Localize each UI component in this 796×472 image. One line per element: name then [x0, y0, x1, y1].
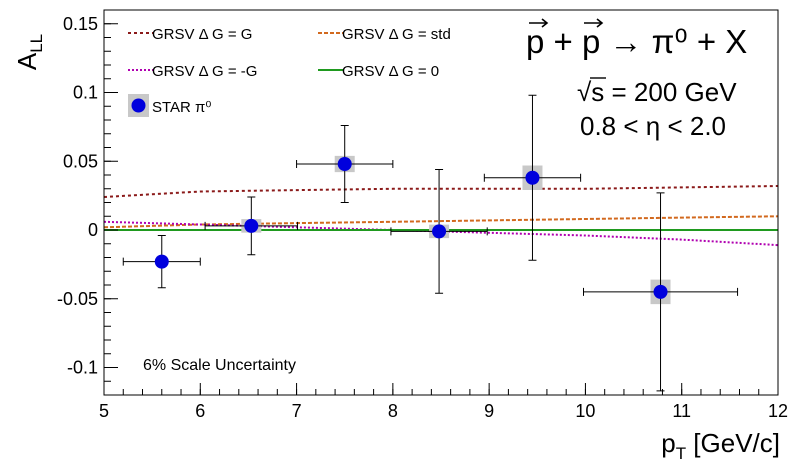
- legend-label-dg-minus-g: GRSV Δ G = -G: [152, 63, 257, 80]
- y-tick-label: 0.15: [63, 14, 98, 34]
- theory-curve-1: [103, 185, 779, 198]
- y-tick-label: 0.1: [73, 83, 98, 103]
- x-tick-label: 12: [768, 401, 788, 421]
- data-point-3: [432, 224, 447, 239]
- data-point-4: [525, 170, 540, 185]
- y-axis-label: ALL: [12, 34, 46, 70]
- reaction-arrows: [529, 18, 604, 28]
- data-point-5: [653, 284, 668, 299]
- y-tick-label: 0.05: [63, 151, 98, 171]
- x-tick-label: 11: [672, 401, 691, 421]
- y-tick-label: 0: [88, 220, 98, 240]
- data-point-2: [337, 157, 352, 171]
- legend-label-dg-g: GRSV Δ G = G: [152, 26, 252, 43]
- x-tick-label: 7: [292, 401, 302, 421]
- x-tick-label: 6: [195, 401, 205, 421]
- scale-uncertainty-note: 6% Scale Uncertainty: [143, 357, 296, 374]
- x-axis-label: pT [GeV/c]: [661, 428, 780, 463]
- x-tick-label: 10: [575, 401, 595, 421]
- theory-curve-2: [103, 215, 779, 229]
- y-tick-label: -0.1: [67, 358, 98, 378]
- data-point-1: [244, 218, 259, 233]
- x-tick-label: 9: [484, 401, 494, 421]
- eta-range-label: 0.8 < η < 2.0: [580, 111, 726, 141]
- legend-label-star: STAR π⁰: [152, 99, 211, 116]
- legend: GRSV Δ G = G GRSV Δ G = std GRSV Δ G = -…: [128, 26, 451, 117]
- y-tick-label: -0.05: [57, 289, 98, 309]
- legend-label-dg-zero: GRSV Δ G = 0: [342, 63, 439, 80]
- x-tick-label: 5: [99, 401, 109, 421]
- data-point-0: [154, 254, 169, 269]
- reaction-label: p + p → π⁰ + X: [526, 23, 747, 60]
- legend-swatch-star-marker: [131, 98, 146, 113]
- x-tick-label: 8: [388, 401, 398, 421]
- energy-label: √s = 200 GeV: [577, 77, 737, 107]
- legend-label-dg-std: GRSV Δ G = std: [342, 26, 451, 43]
